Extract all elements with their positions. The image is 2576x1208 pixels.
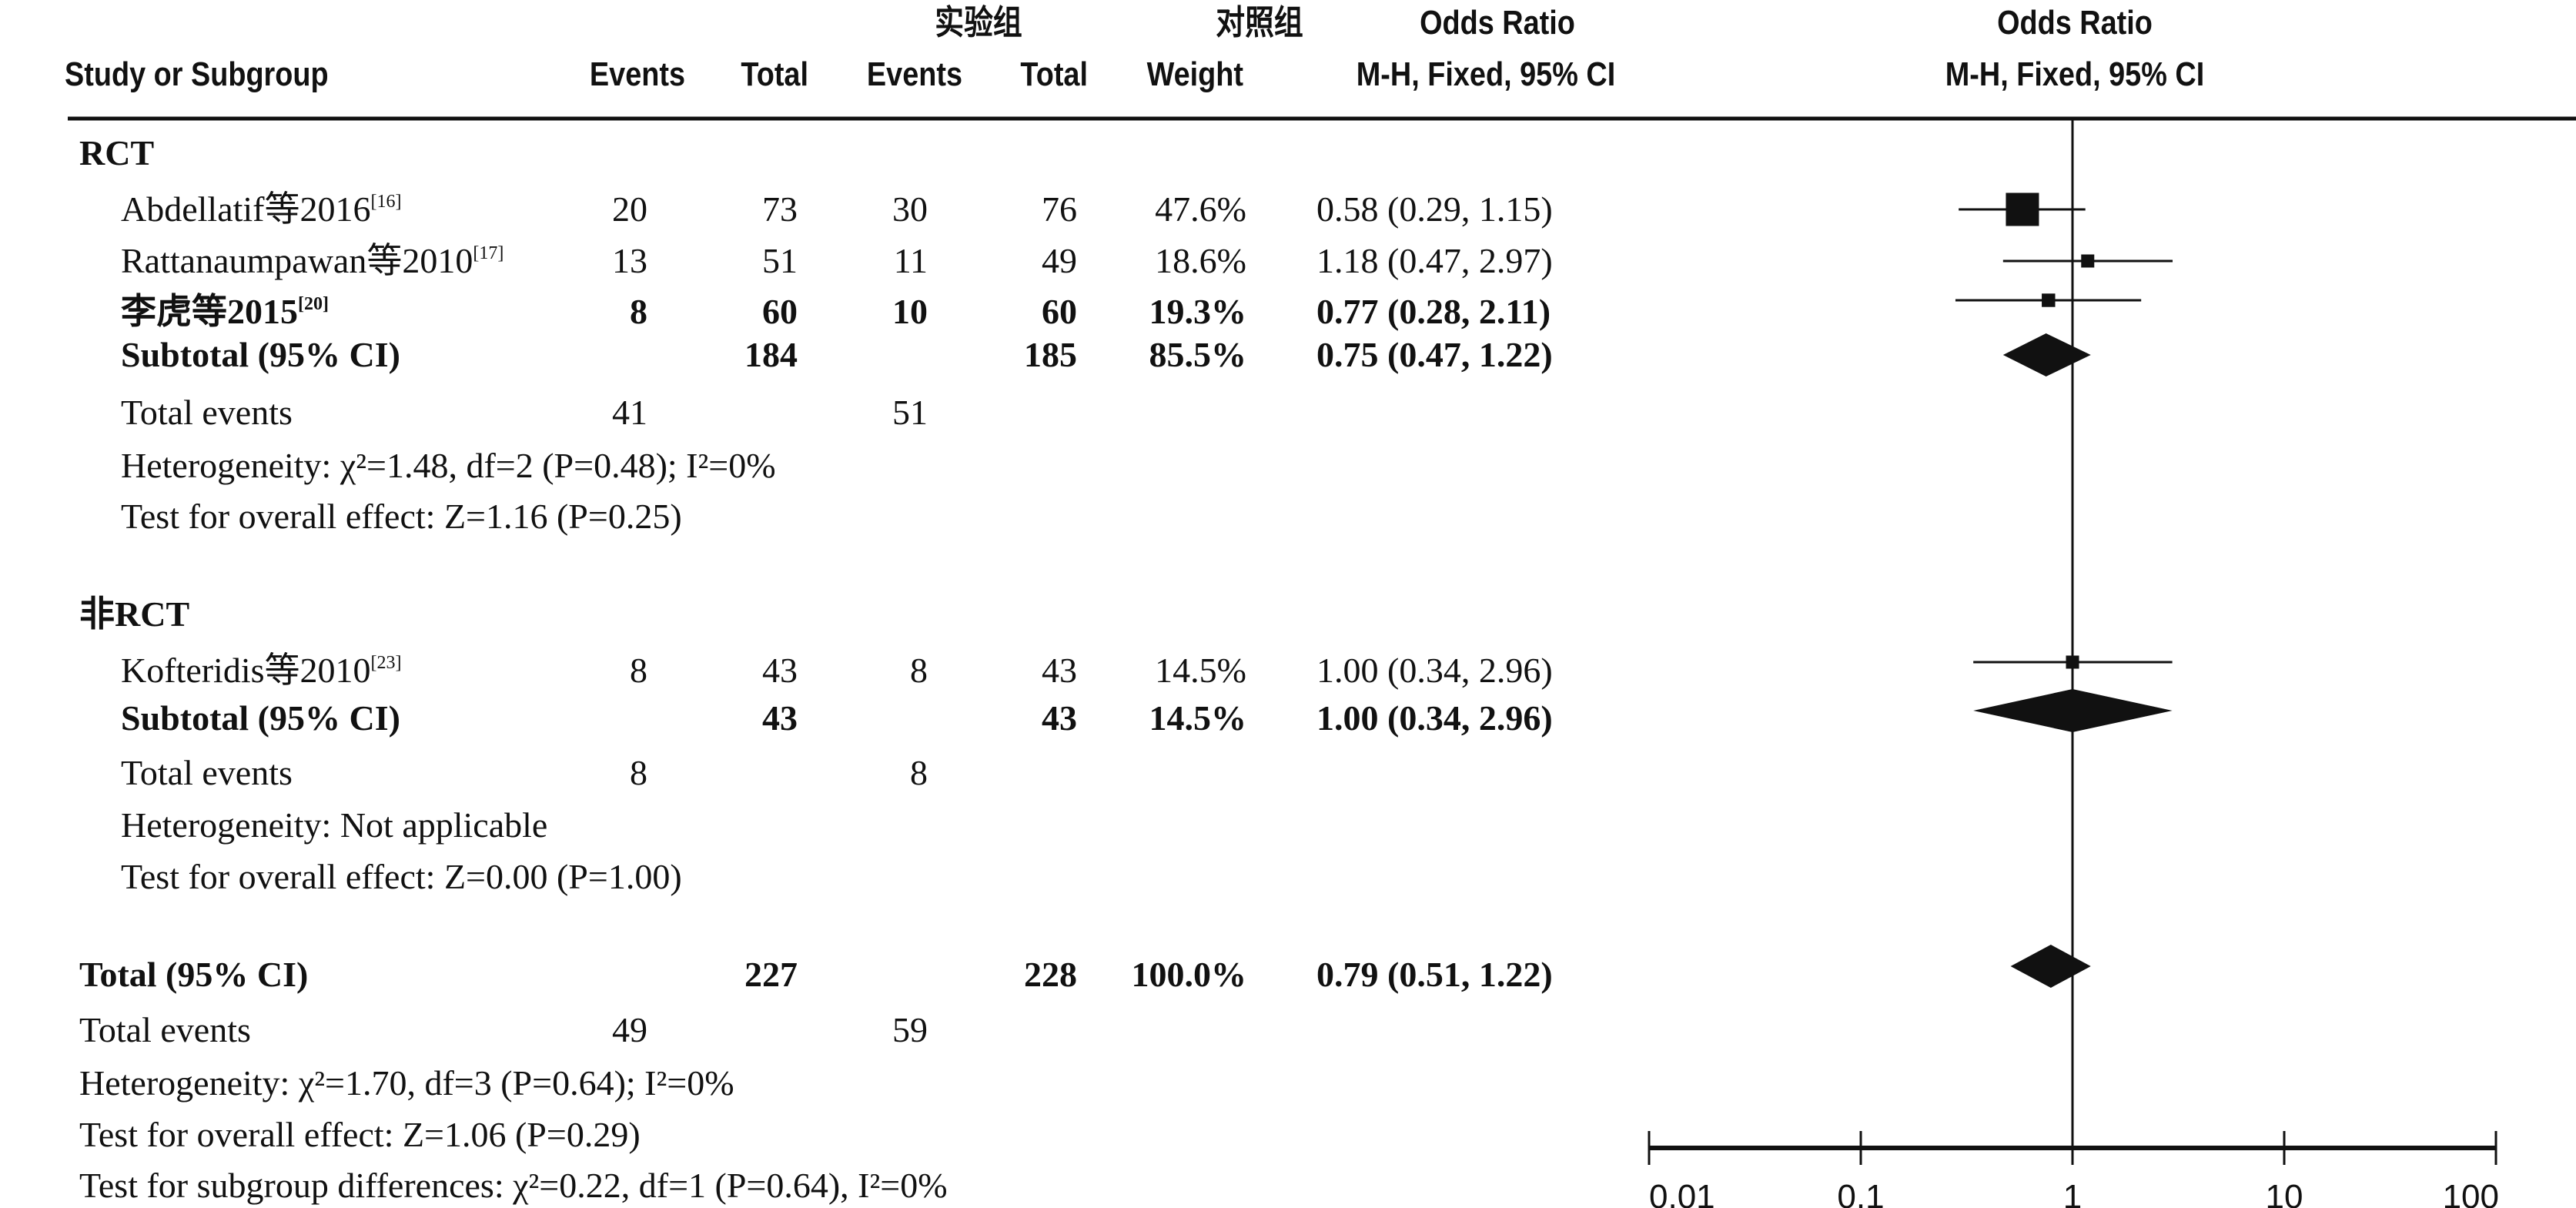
section-label: RCT bbox=[79, 133, 155, 172]
point-estimate-square bbox=[2042, 293, 2056, 307]
cell-e2: 8 bbox=[910, 651, 928, 690]
note-label: Test for overall effect: Z=0.00 (P=1.00) bbox=[121, 857, 682, 896]
point-estimate-square bbox=[2066, 655, 2079, 669]
cell-e2: 30 bbox=[892, 189, 928, 229]
or-title-left: Odds Ratio bbox=[1420, 4, 1575, 42]
group1-header: 实验组 bbox=[935, 4, 1022, 42]
cell-e1: 8 bbox=[630, 753, 647, 792]
cell-t2: 43 bbox=[1042, 651, 1077, 690]
cell-e2: 11 bbox=[893, 241, 928, 280]
cell-w: 100.0% bbox=[1131, 955, 1247, 994]
x-tick-label: 100 bbox=[2443, 1178, 2499, 1208]
method-right-header: M-H, Fixed, 95% CI bbox=[1945, 55, 2205, 93]
cell-e2: 10 bbox=[892, 292, 928, 331]
study-label: Abdellatif等2016[16] bbox=[121, 189, 402, 229]
cell-t1: 51 bbox=[762, 241, 798, 280]
method-left-header: M-H, Fixed, 95% CI bbox=[1356, 55, 1616, 93]
cell-t2: 76 bbox=[1042, 189, 1077, 229]
foot-label: Total events bbox=[79, 1010, 251, 1049]
foot-label: Heterogeneity: χ²=1.70, df=3 (P=0.64); I… bbox=[79, 1063, 734, 1103]
cell-e2: 59 bbox=[892, 1010, 928, 1049]
x-tick-label: 1 bbox=[2063, 1178, 2082, 1208]
reference-superscript: [20] bbox=[298, 294, 329, 314]
cell-e1: 8 bbox=[630, 292, 647, 331]
study-header: Study or Subgroup bbox=[65, 55, 329, 93]
cell-w: 85.5% bbox=[1149, 335, 1247, 374]
cell-ci: 0.77 (0.28, 2.11) bbox=[1316, 292, 1551, 331]
total2-header: Total bbox=[1020, 55, 1088, 93]
weight-header: Weight bbox=[1146, 55, 1243, 93]
foot-label: Test for overall effect: Z=1.06 (P=0.29) bbox=[79, 1115, 641, 1154]
cell-e1: 8 bbox=[630, 651, 647, 690]
cell-w: 18.6% bbox=[1155, 241, 1246, 280]
total1-header: Total bbox=[741, 55, 808, 93]
cell-w: 14.5% bbox=[1155, 651, 1246, 690]
group2-header: 对照组 bbox=[1216, 4, 1303, 42]
cell-t2: 43 bbox=[1042, 698, 1077, 738]
pooled-estimate-diamond bbox=[2002, 333, 2091, 376]
cell-ci: 0.75 (0.47, 1.22) bbox=[1316, 335, 1553, 374]
x-tick-label: 0.01 bbox=[1649, 1178, 1715, 1208]
cell-e1: 13 bbox=[612, 241, 647, 280]
or-title-right: Odds Ratio bbox=[1997, 4, 2153, 42]
cell-t1: 227 bbox=[744, 955, 798, 994]
pooled-estimate-diamond bbox=[1973, 689, 2173, 732]
cell-ci: 1.00 (0.34, 2.96) bbox=[1316, 698, 1553, 738]
cell-w: 47.6% bbox=[1155, 189, 1246, 229]
foot-label: Test for subgroup differences: χ²=0.22, … bbox=[79, 1166, 948, 1205]
note-label: Heterogeneity: Not applicable bbox=[121, 805, 548, 845]
cell-e2: 51 bbox=[892, 393, 928, 432]
note-label: Heterogeneity: χ²=1.48, df=2 (P=0.48); I… bbox=[121, 446, 776, 485]
subtotal-label: Subtotal (95% CI) bbox=[121, 335, 400, 374]
note-label: Total events bbox=[121, 753, 293, 792]
note-label: Test for overall effect: Z=1.16 (P=0.25) bbox=[121, 497, 682, 536]
study-label: 李虎等2015[20] bbox=[121, 292, 329, 331]
cell-ci: 1.18 (0.47, 2.97) bbox=[1316, 241, 1553, 280]
cell-t1: 184 bbox=[744, 335, 798, 374]
subtotal-label: Subtotal (95% CI) bbox=[121, 698, 400, 738]
cell-w: 14.5% bbox=[1149, 698, 1247, 738]
section-label: 非RCT bbox=[79, 594, 190, 634]
reference-superscript: [23] bbox=[370, 653, 402, 673]
cell-t1: 43 bbox=[762, 698, 798, 738]
events2-header: Events bbox=[866, 55, 962, 93]
reference-superscript: [17] bbox=[473, 243, 504, 263]
cell-e1: 20 bbox=[612, 189, 647, 229]
study-label: Rattanaumpawan等2010[17] bbox=[121, 241, 504, 280]
cell-t2: 49 bbox=[1042, 241, 1077, 280]
point-estimate-square bbox=[2081, 254, 2095, 268]
events1-header: Events bbox=[589, 55, 685, 93]
point-estimate-square bbox=[2006, 192, 2039, 226]
cell-ci: 0.79 (0.51, 1.22) bbox=[1316, 955, 1553, 994]
note-label: Total events bbox=[121, 393, 293, 432]
cell-e2: 8 bbox=[910, 753, 928, 792]
pooled-estimate-diamond bbox=[2010, 945, 2091, 988]
cell-t1: 43 bbox=[762, 651, 798, 690]
cell-t2: 60 bbox=[1042, 292, 1077, 331]
cell-w: 19.3% bbox=[1149, 292, 1247, 331]
cell-t2: 185 bbox=[1024, 335, 1077, 374]
study-label: Kofteridis等2010[23] bbox=[121, 651, 402, 690]
cell-t1: 73 bbox=[762, 189, 798, 229]
x-tick-label: 0.1 bbox=[1837, 1178, 1884, 1208]
cell-e1: 41 bbox=[612, 393, 647, 432]
total-label: Total (95% CI) bbox=[79, 955, 309, 994]
cell-t2: 228 bbox=[1024, 955, 1077, 994]
cell-e1: 49 bbox=[612, 1010, 647, 1049]
cell-ci: 1.00 (0.34, 2.96) bbox=[1316, 651, 1553, 690]
cell-ci: 0.58 (0.29, 1.15) bbox=[1316, 189, 1553, 229]
reference-superscript: [16] bbox=[370, 192, 402, 212]
cell-t1: 60 bbox=[762, 292, 798, 331]
x-tick-label: 10 bbox=[2266, 1178, 2303, 1208]
